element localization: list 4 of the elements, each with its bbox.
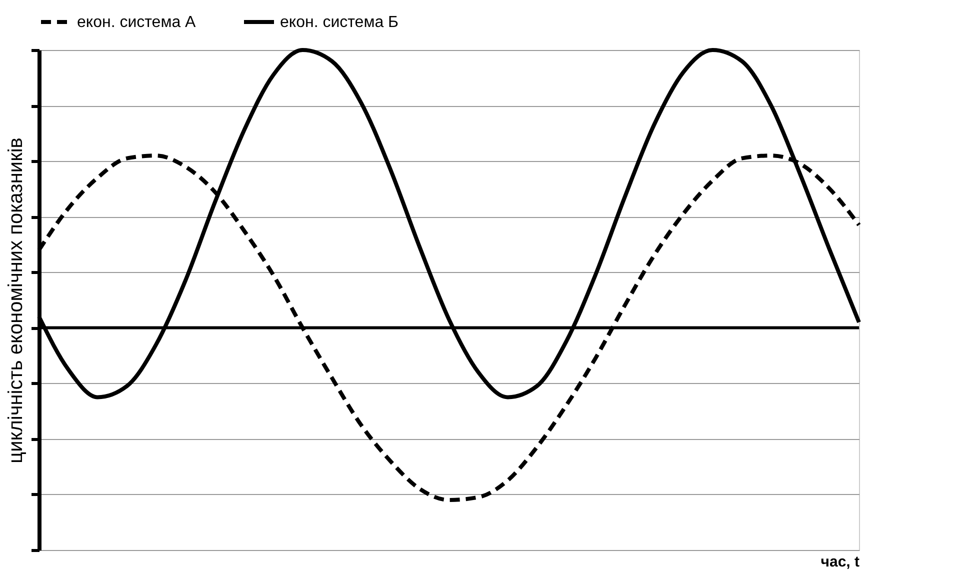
x-axis-title: час, t [820,554,860,570]
legend-label: екон. система Б [280,14,399,31]
legend-label: екон. система А [77,14,196,31]
y-axis-title: циклічність економічних показників [5,138,27,464]
